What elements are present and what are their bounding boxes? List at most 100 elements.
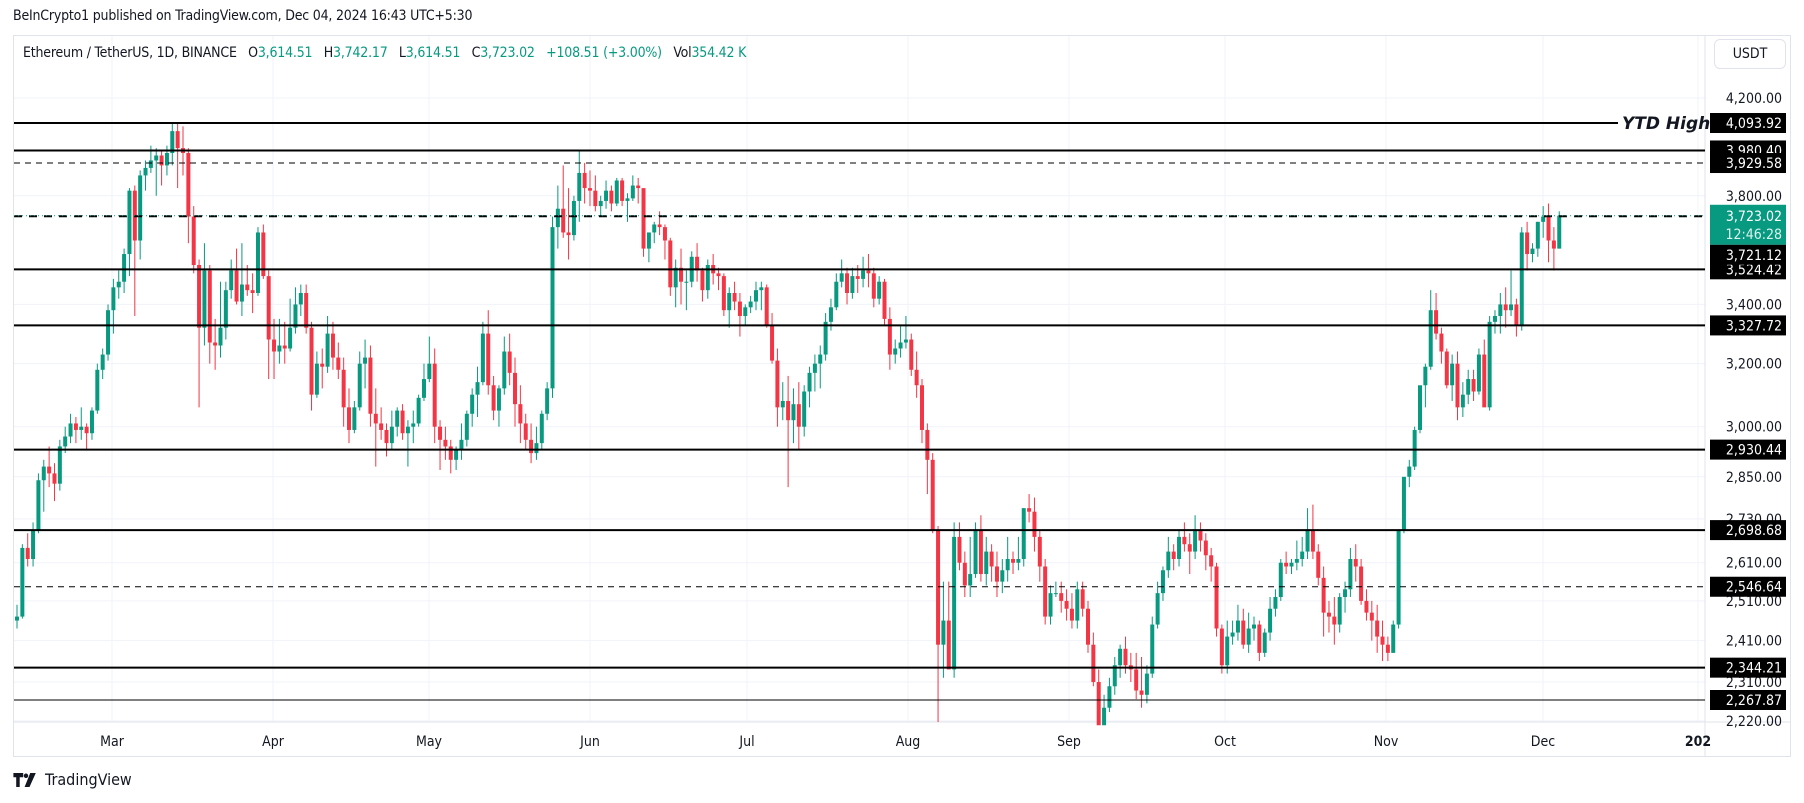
candle-body	[614, 180, 619, 204]
candle-body	[1471, 379, 1476, 392]
candle-body	[1235, 620, 1240, 633]
price-tick-label: 3,400.00	[1726, 297, 1782, 313]
footer-brand-label: TradingView	[45, 770, 132, 789]
time-tick-label: Aug	[896, 734, 921, 750]
candle-body	[282, 345, 287, 349]
candle-body	[400, 410, 405, 434]
time-tick-label: Dec	[1531, 734, 1555, 750]
candle-body	[277, 345, 282, 352]
candle-body	[700, 270, 705, 291]
currency-button[interactable]: USDT	[1714, 39, 1786, 69]
candle-body	[973, 529, 978, 575]
candle-body	[143, 167, 148, 176]
candle-body	[1209, 555, 1214, 567]
candle-body	[1027, 508, 1032, 512]
candle-body	[529, 439, 534, 454]
price-axis[interactable]: 4,200.00 3,800.00 3,400.00 3,200.00 3,000.00…	[1726, 91, 1782, 730]
candle-body	[903, 339, 908, 343]
candle-body	[802, 391, 807, 427]
candle-body	[250, 290, 255, 294]
candle-body	[1332, 616, 1337, 625]
candle-body	[1219, 628, 1224, 666]
candle-body	[1139, 690, 1144, 695]
candle-body	[1401, 476, 1406, 530]
candle-body	[743, 307, 748, 316]
candle-body	[1016, 559, 1021, 563]
candle-body	[1107, 686, 1112, 708]
candle-body	[989, 551, 994, 567]
candle-body	[780, 400, 785, 408]
candle-body	[213, 342, 218, 346]
candle-body	[84, 426, 89, 434]
candle-body	[1482, 354, 1487, 408]
candle-body	[73, 423, 78, 430]
candle-body	[1450, 363, 1455, 386]
candle-body	[202, 270, 207, 328]
low-value: 3,614.51	[405, 45, 461, 61]
candle-body	[347, 407, 352, 430]
level-price-labels: 4,093.923,980.403,929.583,524.423,327.72…	[1710, 113, 1786, 710]
candle-body	[834, 281, 839, 308]
candle-body	[1359, 566, 1364, 601]
candle-body	[480, 333, 485, 383]
candle-body	[1160, 570, 1165, 594]
candle-body	[759, 287, 764, 291]
candle-body	[673, 267, 678, 288]
candle-body	[786, 400, 791, 421]
level-price-label: 2,267.87	[1726, 693, 1782, 709]
candle-body	[968, 574, 973, 586]
candle-body	[41, 466, 46, 481]
candle-body	[1460, 394, 1465, 408]
candle-body	[496, 388, 501, 411]
candle-body	[882, 281, 887, 319]
footer-brand[interactable]: TradingView	[13, 770, 132, 789]
candle-body	[1246, 628, 1251, 645]
candle-body	[122, 254, 127, 282]
candle-body	[684, 281, 689, 283]
candle-body	[239, 284, 244, 302]
candle-body	[930, 459, 935, 530]
time-axis[interactable]: Mar Apr May Jun Jul Aug Sep Oct Nov Dec 202	[100, 734, 1711, 750]
candle-body	[368, 357, 373, 414]
candle-body	[79, 426, 84, 430]
candle-body	[630, 185, 635, 199]
price-tick-label: 3,000.00	[1726, 420, 1782, 436]
candle-body	[909, 339, 914, 370]
candle-body	[1418, 385, 1423, 430]
candle-body	[652, 224, 657, 233]
candle-body	[389, 426, 394, 444]
candle-body	[941, 620, 946, 645]
candle-body	[1326, 612, 1331, 617]
candle-body	[218, 327, 223, 346]
candle-body	[52, 473, 57, 484]
candle-body	[898, 342, 903, 349]
candle-body	[207, 270, 212, 343]
candle-body	[1541, 216, 1546, 222]
candle-body	[587, 188, 592, 191]
candle-body	[1364, 600, 1369, 613]
candle-body	[534, 443, 539, 454]
candle-body	[1284, 562, 1289, 567]
candle-body	[1102, 707, 1107, 726]
candle-body	[1407, 466, 1412, 477]
candle-body	[1412, 429, 1417, 467]
candle-body	[116, 281, 121, 288]
candle-body	[1294, 559, 1299, 563]
candle-body	[138, 175, 143, 241]
candle-body	[1492, 315, 1497, 322]
candle-body	[1123, 648, 1128, 666]
level-price-label: 3,524.42	[1726, 262, 1782, 278]
candle-body	[598, 200, 603, 207]
candle-body	[1080, 589, 1085, 609]
candle-body	[695, 256, 700, 271]
candle-body	[443, 439, 448, 447]
candle-body	[1096, 682, 1101, 726]
candle-body	[100, 354, 105, 370]
candle-body	[15, 616, 19, 621]
candle-body	[1252, 624, 1257, 629]
candle-body	[845, 273, 850, 294]
symbol-name[interactable]: Ethereum / TetherUS, 1D, BINANCE	[23, 45, 237, 61]
horizontal-levels[interactable]: YTD High -	[14, 114, 1723, 701]
candle-body	[914, 369, 919, 386]
